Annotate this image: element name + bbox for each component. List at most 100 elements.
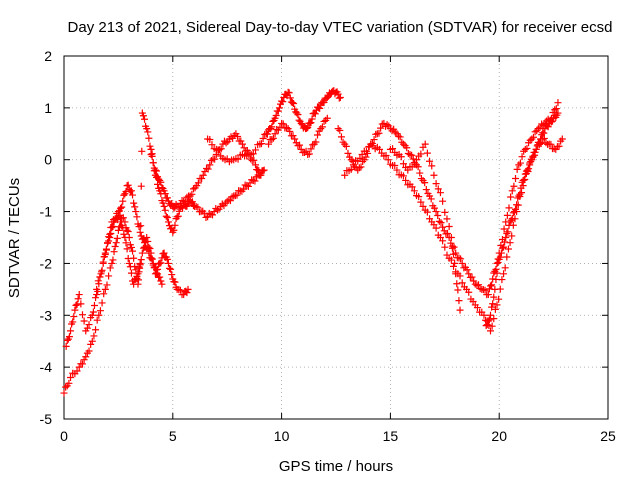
data-point — [188, 190, 196, 198]
data-point — [131, 203, 139, 211]
data-point — [408, 151, 416, 159]
data-point — [137, 182, 145, 190]
data-point — [251, 177, 259, 185]
data-point — [144, 244, 152, 252]
data-point — [145, 249, 153, 257]
data-point — [518, 153, 526, 161]
data-point — [311, 110, 319, 118]
data-point — [391, 161, 399, 169]
series-track-b — [62, 181, 166, 350]
data-point — [163, 213, 171, 221]
data-point — [432, 208, 440, 216]
data-point — [456, 306, 464, 314]
data-point — [105, 272, 113, 280]
data-point — [93, 285, 101, 293]
data-point — [495, 295, 503, 303]
data-point — [72, 301, 80, 309]
data-point — [518, 189, 526, 197]
data-point — [521, 145, 529, 153]
data-point — [121, 218, 129, 226]
data-point — [491, 305, 499, 313]
data-point — [65, 379, 73, 387]
data-point — [508, 232, 516, 240]
data-point — [344, 149, 352, 157]
data-point — [342, 142, 350, 150]
data-point — [118, 203, 126, 211]
data-point — [110, 248, 118, 256]
data-point — [397, 153, 405, 161]
data-point — [60, 389, 68, 397]
data-point — [248, 176, 256, 184]
data-point — [323, 93, 331, 101]
data-point — [92, 294, 100, 302]
series-track-g — [334, 109, 562, 299]
data-point — [136, 259, 144, 267]
data-point — [399, 172, 407, 180]
data-point — [362, 147, 370, 155]
plot-frame — [63, 55, 609, 420]
data-point — [423, 149, 431, 157]
data-point — [100, 290, 108, 298]
data-point — [426, 157, 434, 165]
data-point — [106, 230, 114, 238]
data-point — [413, 156, 421, 164]
data-point — [320, 117, 328, 125]
data-point — [490, 293, 498, 301]
data-point — [493, 301, 501, 309]
data-point — [289, 132, 297, 140]
data-point — [528, 135, 536, 143]
data-point — [437, 219, 445, 227]
data-point — [210, 208, 218, 216]
data-point — [75, 363, 83, 371]
data-point — [78, 360, 86, 368]
data-point — [382, 152, 390, 160]
data-point — [141, 239, 149, 247]
data-point — [428, 162, 436, 170]
data-point — [234, 155, 242, 163]
data-point — [402, 176, 410, 184]
data-point — [268, 136, 276, 144]
data-point — [465, 288, 473, 296]
data-point — [404, 149, 412, 157]
data-point — [547, 140, 555, 148]
data-point — [164, 259, 172, 267]
data-point — [147, 151, 155, 159]
data-point — [137, 222, 145, 230]
data-point — [396, 133, 404, 141]
data-point — [129, 247, 137, 255]
data-point — [74, 295, 82, 303]
data-point — [161, 206, 169, 214]
data-point — [355, 164, 363, 172]
data-point — [102, 245, 110, 253]
data-point — [515, 161, 523, 169]
data-point — [173, 202, 181, 210]
data-point — [419, 202, 427, 210]
data-point — [171, 221, 179, 229]
data-point — [209, 211, 217, 219]
y-tick-label: -2 — [40, 255, 53, 271]
data-point — [192, 203, 200, 211]
data-point — [447, 234, 455, 241]
data-point — [336, 93, 344, 101]
data-point — [139, 112, 147, 120]
data-point — [146, 142, 154, 150]
data-point — [107, 223, 115, 231]
data-point — [448, 244, 456, 252]
data-point — [67, 327, 75, 335]
data-point — [286, 127, 294, 135]
data-point — [158, 280, 166, 288]
data-point — [430, 204, 438, 212]
data-point — [399, 160, 407, 168]
data-point — [206, 161, 214, 169]
data-point — [138, 147, 146, 155]
data-point — [108, 259, 116, 267]
data-point — [542, 139, 550, 147]
data-point — [422, 186, 430, 194]
data-point — [178, 197, 186, 205]
data-point — [133, 272, 141, 280]
data-point — [551, 106, 559, 114]
data-point — [410, 187, 418, 195]
data-point — [265, 140, 273, 148]
data-point — [450, 250, 458, 258]
data-point — [111, 215, 119, 223]
